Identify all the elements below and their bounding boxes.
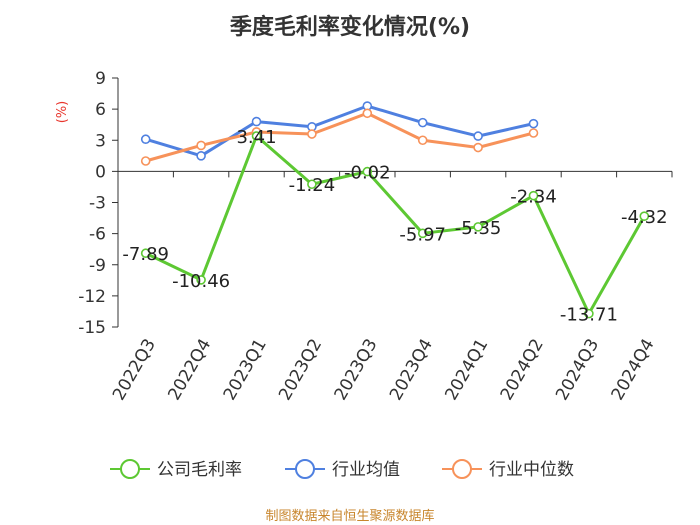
data-point-industry_median: [473, 142, 483, 153]
data-label: 3.41: [236, 127, 276, 148]
data-label: -5.97: [399, 224, 446, 245]
data-point-company: [528, 190, 539, 201]
x-tick-label: 2024Q2: [497, 336, 548, 404]
y-axis-label: (%): [55, 101, 70, 124]
x-tick-label: 2024Q1: [441, 335, 492, 403]
legend-label: 公司毛利率: [157, 460, 242, 480]
data-point-company: [639, 211, 650, 221]
circle-line-icon: [442, 459, 482, 479]
data-point-industry_avg: [140, 134, 151, 145]
source-note: 制图数据来自恒生聚源数据库: [265, 508, 434, 524]
series-layer: [140, 101, 650, 319]
data-label: -4.32: [621, 207, 668, 228]
data-point-industry_avg: [251, 116, 262, 127]
series-industry_median: [140, 108, 539, 166]
data-point-company: [196, 275, 206, 285]
y-tick-label: 9: [95, 69, 106, 89]
y-tick-label: 3: [95, 131, 106, 151]
legend-label: 行业均值: [332, 460, 400, 480]
x-tick-label: 2023Q2: [275, 336, 326, 404]
data-point-industry_median: [196, 140, 206, 151]
chart-title: 季度毛利率变化情况(%): [230, 14, 470, 40]
y-tick-label: 6: [95, 100, 106, 120]
circle-line-icon: [285, 459, 325, 479]
data-point-industry_median: [307, 129, 317, 139]
data-point-industry_avg: [196, 151, 206, 161]
data-point-company: [307, 179, 317, 190]
series-line-industry_avg: [145, 104, 534, 158]
y-tick-label: -3: [89, 194, 106, 214]
legend-item-industry_avg[interactable]: 行业均值: [285, 459, 400, 480]
data-point-industry_avg: [417, 117, 428, 128]
data-point-company: [362, 166, 373, 177]
data-label: -0.02: [344, 163, 391, 184]
data-point-company: [473, 222, 483, 232]
y-tick-label: -12: [78, 287, 106, 307]
legend-label: 行业中位数: [489, 460, 574, 480]
legend-item-industry_median[interactable]: 行业中位数: [442, 459, 574, 480]
data-point-company: [584, 308, 594, 319]
series-line-industry_median: [145, 111, 534, 163]
x-tick-label: 2022Q4: [164, 336, 215, 404]
data-label: -10.46: [172, 271, 230, 292]
y-tick-label: 0: [95, 162, 106, 182]
data-labels: -7.89-10.46 3.41 -1.24 -0.02 -5.97 -5.35 -2.34…: [122, 127, 667, 326]
y-tick-label: -6: [89, 225, 106, 245]
y-tick-label: -15: [78, 318, 106, 338]
data-point-industry_avg: [473, 131, 483, 141]
data-point-industry_median: [528, 128, 539, 138]
x-tick-label: 2023Q4: [386, 336, 437, 404]
data-point-company: [140, 248, 151, 259]
data-point-industry_median: [362, 108, 373, 119]
data-point-company: [417, 228, 428, 239]
data-label: -5.35: [455, 218, 502, 239]
data-label: -1.24: [289, 175, 336, 196]
legend: 公司毛利率 行业均值 行业中位数: [110, 459, 574, 480]
data-point-industry_median: [417, 135, 428, 146]
data-point-company: [251, 131, 262, 141]
data-point-industry_median: [140, 156, 151, 166]
x-tick-label: 2023Q3: [331, 336, 382, 404]
y-tick-label: -9: [89, 256, 106, 276]
data-point-industry_avg: [528, 118, 539, 129]
series-company: [140, 131, 650, 319]
series-line-company: [145, 134, 646, 316]
data-label: -2.34: [510, 187, 557, 208]
x-tick-label: 2022Q3: [109, 336, 160, 404]
data-label: -7.89: [122, 244, 169, 265]
x-tick-label: 2024Q4: [608, 336, 659, 404]
x-tick-label: 2023Q1: [220, 336, 271, 404]
legend-item-company[interactable]: 公司毛利率: [110, 459, 242, 480]
x-tick-label: 2024Q3: [552, 336, 603, 404]
circle-line-icon: [110, 459, 150, 479]
data-label: -13.71: [560, 305, 618, 326]
